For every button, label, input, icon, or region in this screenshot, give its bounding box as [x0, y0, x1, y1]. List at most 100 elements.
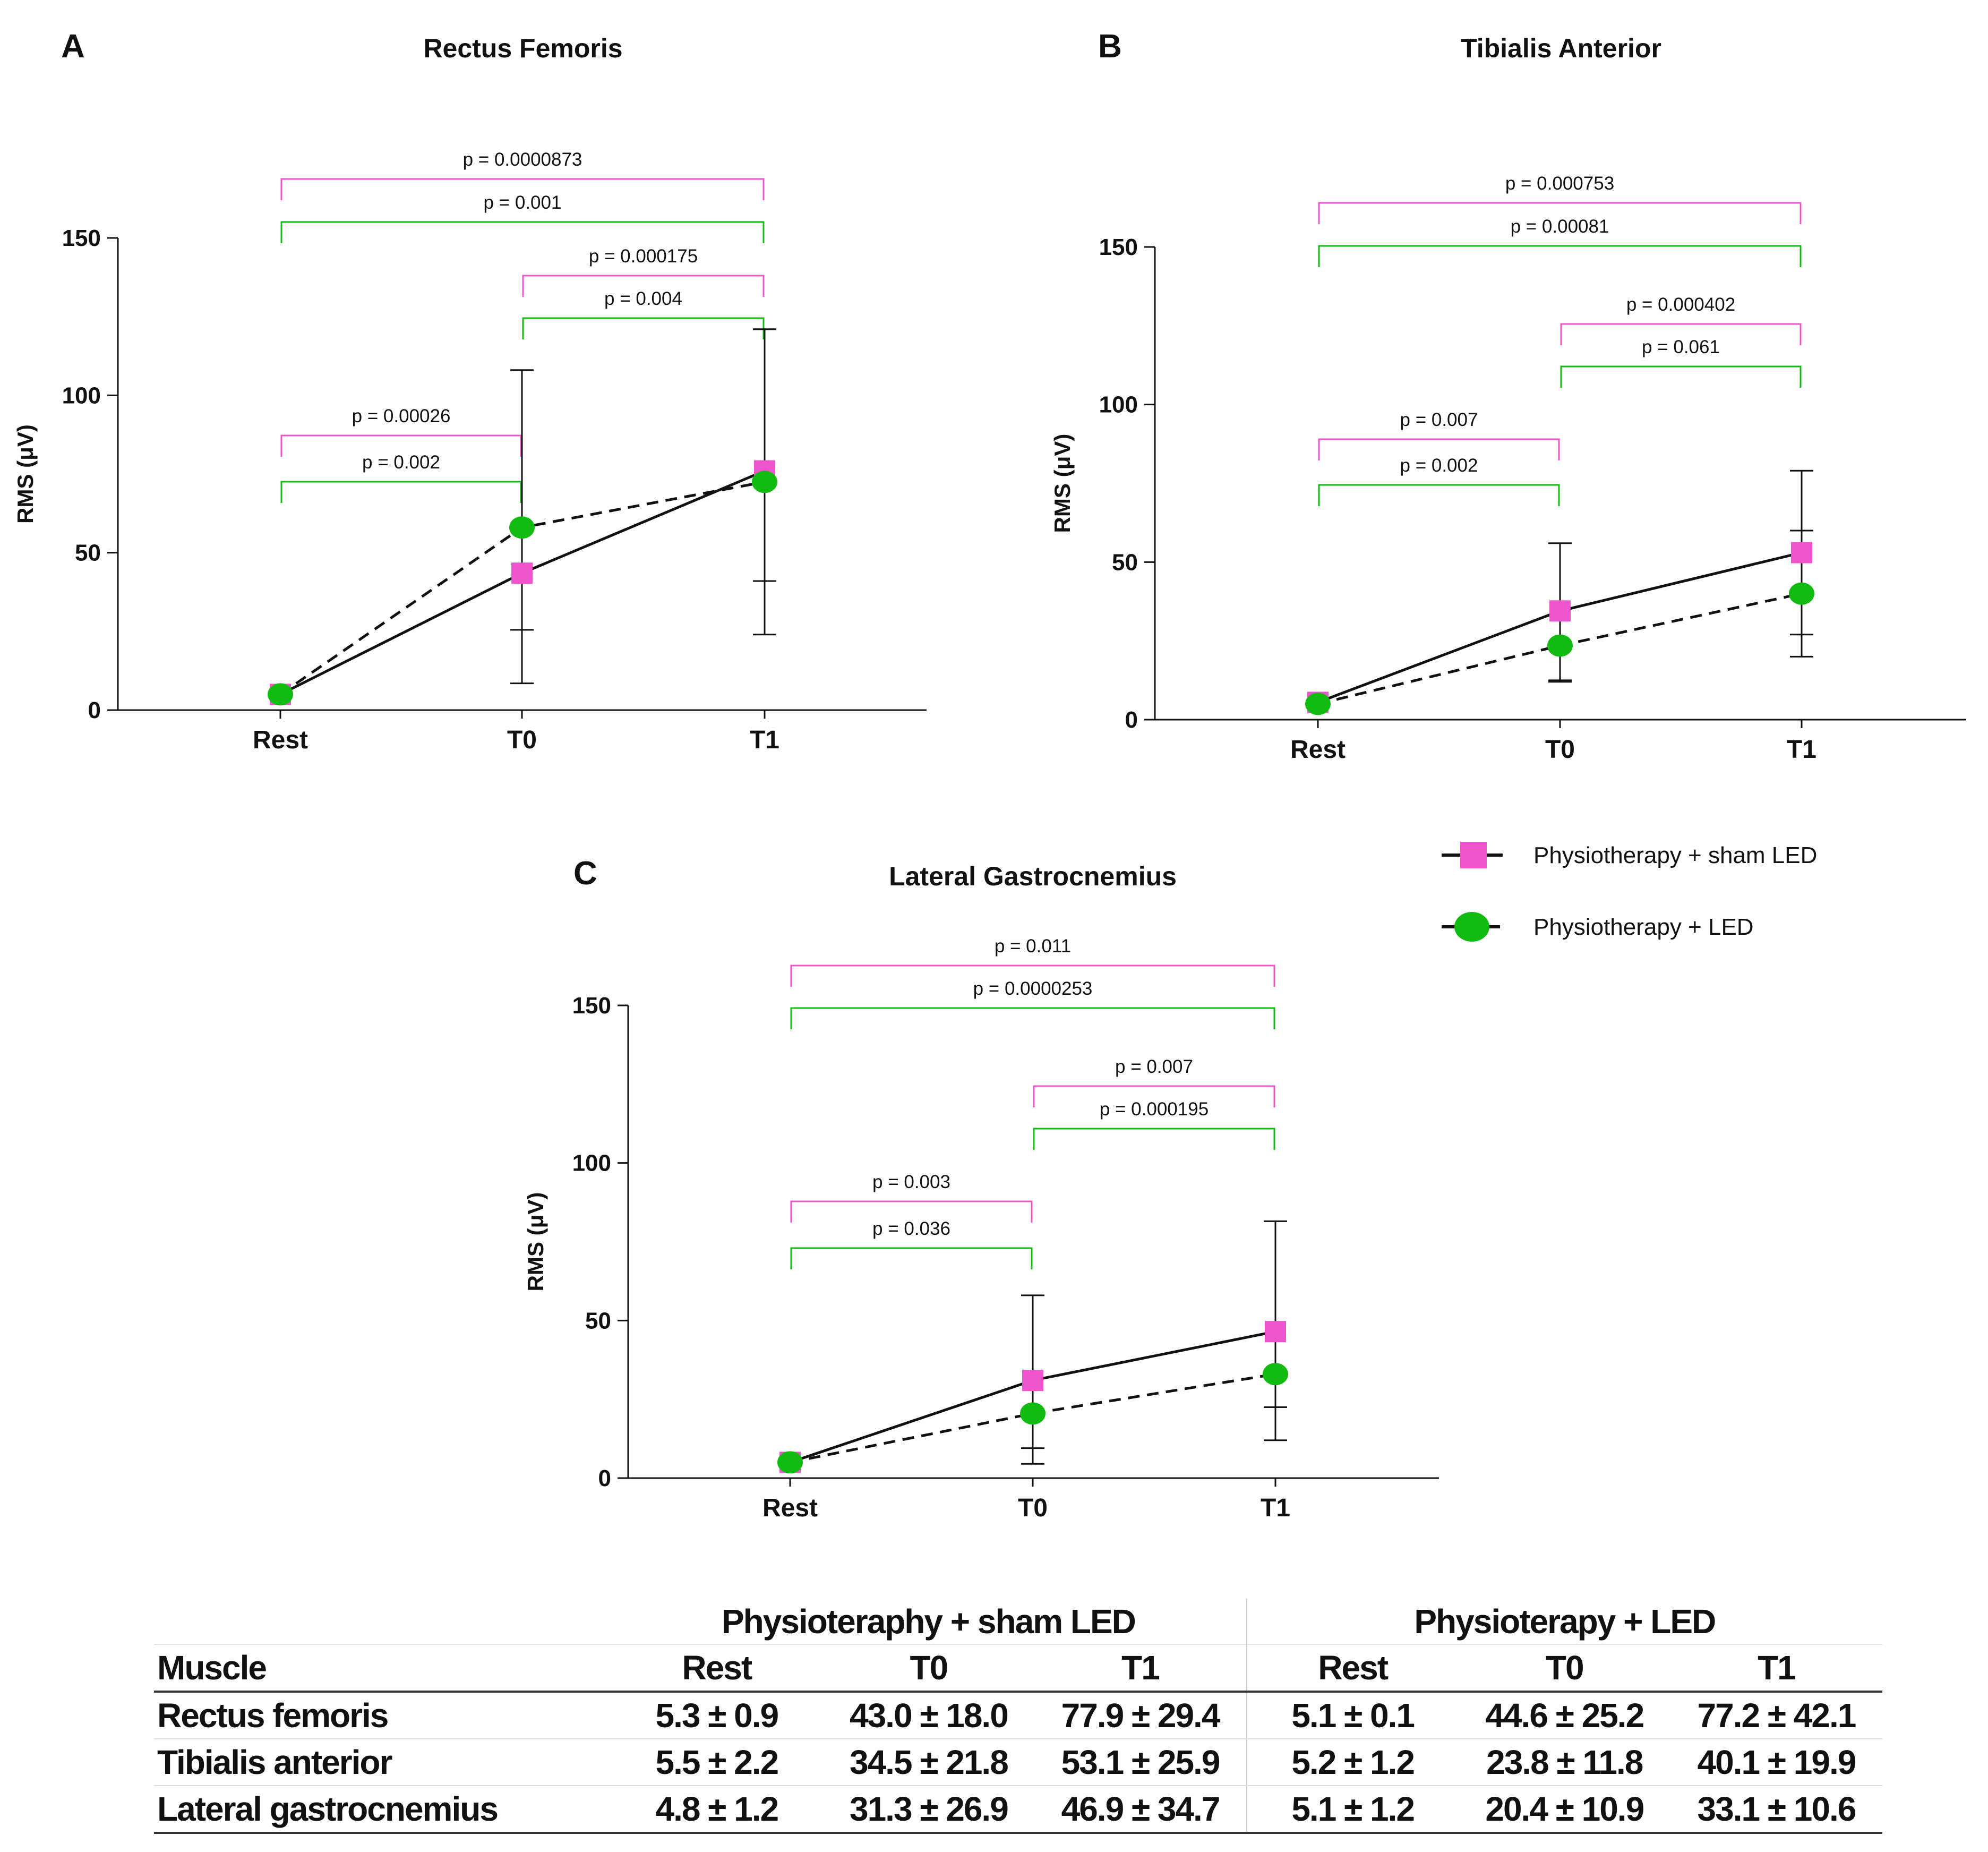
table-cell: 53.1 ± 25.9 [1034, 1739, 1247, 1786]
table-empty-corner [154, 1599, 611, 1645]
comparison-p-value: p = 0.036 [872, 1218, 950, 1239]
x-tick-label: Rest [253, 726, 308, 754]
table-cell: 77.2 ± 42.1 [1670, 1692, 1882, 1739]
table-col-header: Rest [611, 1644, 823, 1693]
table-muscle-cell: Lateral gastrocnemius [154, 1786, 611, 1834]
data-point-sham [1265, 1321, 1286, 1343]
chart-panel-a: A Rectus Femoris 0 50 100 150 Rest T0 T1 RMS (μV)… [13, 28, 927, 754]
chart-title: Tibialis Anterior [1461, 33, 1661, 63]
panel-letter: C [573, 855, 597, 892]
data-point-led [1547, 634, 1573, 657]
comparison-bracket [280, 221, 765, 243]
x-tick-label: T0 [1545, 736, 1575, 764]
data-point-led [752, 471, 777, 493]
results-table: Physioteraphy + sham LED Physioterapy + … [154, 1599, 1882, 1834]
comparison-p-value: p = 0.000195 [1100, 1099, 1209, 1120]
table-cell: 43.0 ± 18.0 [822, 1692, 1035, 1739]
table-cell: 5.1 ± 0.1 [1246, 1692, 1459, 1739]
legend-square-marker [1460, 842, 1487, 868]
table-col-header: T1 [1670, 1644, 1882, 1693]
comparison-p-value: p = 0.007 [1115, 1056, 1193, 1077]
table-muscle-header: Muscle [154, 1644, 611, 1693]
table-col-header: T1 [1034, 1644, 1247, 1693]
x-tick-label: T1 [1787, 736, 1816, 764]
comparison-bracket [1560, 323, 1802, 345]
table-col-header: T0 [822, 1644, 1035, 1693]
y-tick-label: 150 [1099, 234, 1138, 260]
y-tick-label: 100 [1099, 392, 1138, 418]
table-cell: 5.2 ± 1.2 [1246, 1739, 1459, 1786]
comparison-bracket [790, 1007, 1275, 1029]
table-cell: 31.3 ± 26.9 [822, 1786, 1035, 1834]
comparison-p-value: p = 0.001 [484, 192, 562, 213]
data-point-sham [511, 562, 533, 584]
chart-title: Rectus Femoris [423, 33, 622, 63]
panel-letter: B [1098, 28, 1122, 65]
legend-circle-marker [1454, 912, 1489, 942]
data-point-led [268, 683, 293, 706]
comparison-bracket [280, 481, 522, 503]
comparison-p-value: p = 0.0000873 [463, 149, 582, 170]
comparison-p-value: p = 0.061 [1642, 337, 1720, 357]
table-row: Rectus femoris 5.3 ± 0.9 43.0 ± 18.0 77.… [154, 1692, 1882, 1739]
table-cell: 40.1 ± 19.9 [1670, 1739, 1882, 1786]
table-muscle-cell: Tibialis anterior [154, 1739, 611, 1786]
comparison-bracket [1318, 245, 1802, 267]
table-cell: 44.6 ± 25.2 [1458, 1692, 1670, 1739]
comparison-bracket [522, 317, 765, 339]
table-sub-header-row: Muscle Rest T0 T1 Rest T0 T1 [154, 1644, 1882, 1693]
series-line-led [790, 1372, 1276, 1464]
table-cell: 77.9 ± 29.4 [1034, 1692, 1247, 1739]
data-point-led [509, 516, 535, 539]
table-group-header-row: Physioteraphy + sham LED Physioterapy + … [154, 1599, 1882, 1645]
comparison-p-value: p = 0.011 [995, 936, 1071, 957]
chart-panel-b: B Tibialis Anterior 0 50 100 150 Rest T0 T1 RMS (… [1050, 28, 1966, 764]
y-tick-label: 100 [572, 1150, 611, 1176]
y-tick-label: 0 [88, 697, 101, 723]
comparison-p-value: p = 0.002 [1400, 455, 1478, 476]
table-cell: 5.3 ± 0.9 [611, 1692, 823, 1739]
table-group-header-sham: Physioteraphy + sham LED [611, 1599, 1247, 1645]
table-cell: 20.4 ± 10.9 [1458, 1786, 1670, 1834]
data-point-led [1020, 1402, 1046, 1425]
comparison-bracket [1318, 438, 1560, 460]
y-tick-label: 50 [75, 540, 101, 566]
table-cell: 33.1 ± 10.6 [1670, 1786, 1882, 1834]
comparison-p-value: p = 0.00081 [1511, 216, 1609, 237]
comparison-bracket [280, 178, 765, 200]
table-cell: 34.5 ± 21.8 [822, 1739, 1035, 1786]
comparison-bracket [790, 1200, 1033, 1223]
data-point-led [1305, 693, 1331, 715]
table-cell: 46.9 ± 34.7 [1034, 1786, 1247, 1834]
y-axis-label: RMS (μV) [1050, 434, 1075, 533]
comparison-bracket [280, 434, 522, 457]
comparison-p-value: p = 0.003 [872, 1172, 950, 1192]
table-cell: 5.5 ± 2.2 [611, 1739, 823, 1786]
y-tick-label: 100 [62, 382, 101, 408]
comparison-p-value: p = 0.000175 [589, 246, 698, 267]
chart-title: Lateral Gastrocnemius [889, 861, 1177, 891]
y-tick-label: 150 [572, 993, 611, 1019]
comparison-p-value: p = 0.0000253 [973, 978, 1093, 999]
comparison-p-value: p = 0.007 [1400, 409, 1478, 430]
table-muscle-cell: Rectus femoris [154, 1692, 611, 1739]
comparison-bracket [1318, 202, 1802, 224]
x-tick-label: T1 [1261, 1494, 1290, 1522]
comparison-p-value: p = 0.000753 [1505, 173, 1614, 194]
comparison-p-value: p = 0.00026 [352, 406, 451, 426]
legend: Physiotherapy + sham LED Physiotherapy + … [1442, 842, 1817, 942]
x-tick-label: T0 [1018, 1494, 1048, 1522]
comparison-bracket [1318, 484, 1560, 506]
table-cell: 4.8 ± 1.2 [611, 1786, 823, 1834]
x-tick-label: Rest [1290, 736, 1346, 764]
y-tick-label: 150 [62, 225, 101, 251]
comparison-bracket [1560, 365, 1802, 388]
data-point-led [1263, 1363, 1288, 1386]
data-point-led [1789, 582, 1814, 605]
table-cell: 23.8 ± 11.8 [1458, 1739, 1670, 1786]
table-cell: 5.1 ± 1.2 [1246, 1786, 1459, 1834]
y-tick-label: 50 [1112, 549, 1138, 575]
y-axis-label: RMS (μV) [523, 1192, 548, 1292]
table-row: Lateral gastrocnemius 4.8 ± 1.2 31.3 ± 2… [154, 1786, 1882, 1834]
y-tick-label: 50 [585, 1308, 611, 1334]
